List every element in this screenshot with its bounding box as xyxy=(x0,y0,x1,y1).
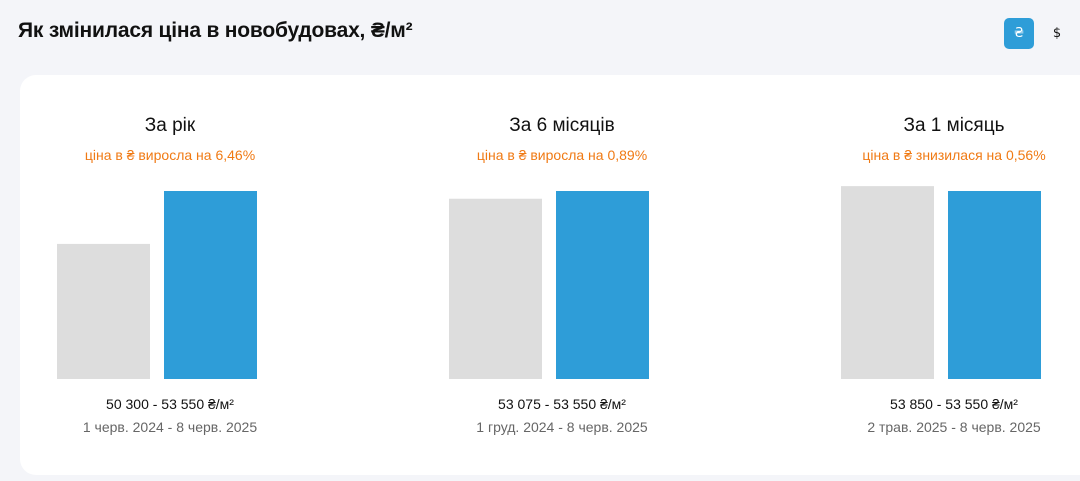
currency-uah-button[interactable]: ₴ xyxy=(1004,18,1034,49)
date-range-label: 2 трав. 2025 - 8 черв. 2025 xyxy=(867,419,1041,435)
period-panel-6-months: За 6 місяців ціна в ₴ виросла на 0,89% 5… xyxy=(442,75,682,475)
price-change-text: ціна в ₴ виросла на 6,46% xyxy=(84,147,256,163)
bar-chart xyxy=(50,175,290,379)
bar-end-price xyxy=(164,191,257,379)
bar-chart xyxy=(442,175,682,379)
bar-start-price xyxy=(449,198,542,379)
price-change-text: ціна в ₴ виросла на 0,89% xyxy=(476,147,648,163)
period-panel-year: За рік ціна в ₴ виросла на 6,46% 50 300 … xyxy=(50,75,290,475)
bar-chart-svg xyxy=(841,186,1041,379)
period-panel-1-month: За 1 місяць ціна в ₴ знизилася на 0,56% … xyxy=(834,75,1074,475)
currency-toggle: ₴ $ xyxy=(1004,18,1072,49)
bar-chart-svg xyxy=(449,191,649,379)
panel-title: За 1 місяць xyxy=(903,115,1005,136)
bar-end-price xyxy=(948,191,1041,379)
price-range-label: 53 075 - 53 550 ₴/м² xyxy=(498,396,626,412)
panel-title: За рік xyxy=(144,115,196,136)
bar-start-price xyxy=(57,243,150,379)
price-range-label: 53 850 - 53 550 ₴/м² xyxy=(890,396,1018,412)
page-title: Як змінилася ціна в новобудовах, ₴/м² xyxy=(18,19,413,42)
price-change-card: За рік ціна в ₴ виросла на 6,46% 50 300 … xyxy=(20,75,1080,475)
bar-start-price xyxy=(841,186,934,379)
price-range-label: 50 300 - 53 550 ₴/м² xyxy=(106,396,234,412)
date-range-label: 1 черв. 2024 - 8 черв. 2025 xyxy=(82,419,258,435)
currency-usd-button[interactable]: $ xyxy=(1042,18,1072,49)
bar-chart-svg xyxy=(57,191,257,379)
bar-end-price xyxy=(556,191,649,379)
panel-title: За 6 місяців xyxy=(509,115,615,136)
date-range-label: 1 груд. 2024 - 8 черв. 2025 xyxy=(476,419,648,435)
price-change-text: ціна в ₴ знизилася на 0,56% xyxy=(862,147,1046,163)
bar-chart xyxy=(834,175,1074,379)
